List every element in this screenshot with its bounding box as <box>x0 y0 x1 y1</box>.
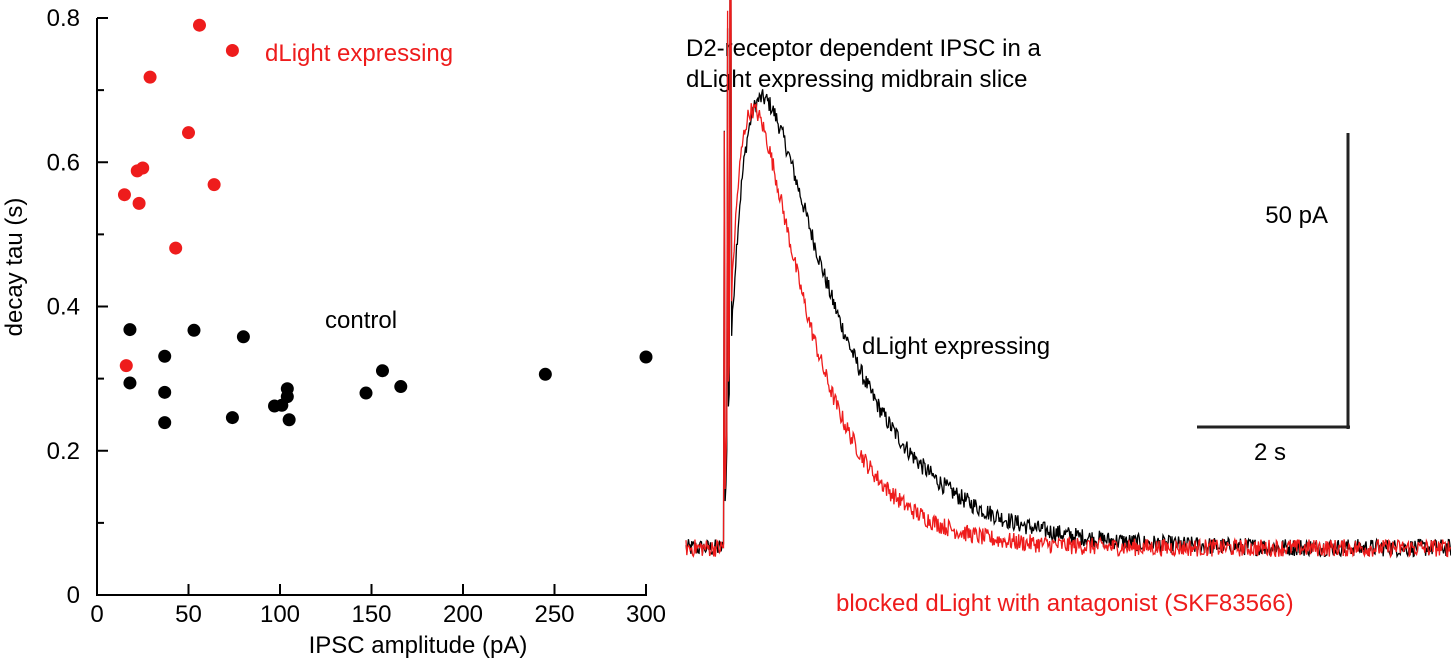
y-tick-label: 0.4 <box>47 294 80 321</box>
point-dlight-expressing <box>119 359 133 373</box>
legend-dlight-expressing: dLight expressing <box>265 40 453 67</box>
point-control <box>394 380 408 394</box>
x-tick-label: 50 <box>175 601 202 628</box>
trace-label-blocked-antagonist: blocked dLight with antagonist (SKF83566… <box>836 590 1294 617</box>
point-control <box>359 386 373 400</box>
point-control <box>158 349 172 363</box>
x-axis-label: IPSC amplitude (pA) <box>309 632 528 659</box>
scale-bar-y-label: 50 pA <box>1265 202 1328 229</box>
x-tick-label: 300 <box>626 601 666 628</box>
traces <box>685 0 1451 559</box>
point-dlight-expressing <box>130 164 144 178</box>
scatter-ticks: 0 0.2 0.4 0.6 0.8 0 50 100 150 200 250 300 <box>47 5 666 628</box>
point-dlight-expressing <box>143 70 157 84</box>
point-dlight-expressing <box>192 18 206 32</box>
trace-title-line-1: D2-receptor dependent IPSC in a <box>686 35 1042 62</box>
point-dlight-expressing <box>132 196 146 210</box>
point-control <box>225 411 239 425</box>
point-control <box>123 376 137 390</box>
point-control <box>123 323 137 337</box>
point-control <box>538 367 552 381</box>
scatter-panel: 0 0.2 0.4 0.6 0.8 0 50 100 150 200 250 300 decay ta… <box>1 5 666 659</box>
point-control <box>639 350 653 364</box>
scale-bar-x-label: 2 s <box>1254 439 1286 466</box>
point-control <box>187 323 201 337</box>
x-tick-label: 0 <box>90 601 103 628</box>
point-dlight-expressing <box>169 241 183 255</box>
point-control <box>268 399 282 413</box>
legend-control: control <box>325 307 397 334</box>
trace-panel: D2-receptor dependent IPSC in a dLight e… <box>685 0 1451 617</box>
point-dlight-expressing <box>182 126 195 140</box>
point-dlight-expressing <box>207 178 221 192</box>
trace-title-line-2: dLight expressing midbrain slice <box>686 66 1028 93</box>
scatter-points <box>117 18 653 430</box>
y-tick-label: 0.2 <box>47 438 80 465</box>
point-control <box>282 413 296 427</box>
point-dlight-expressing <box>225 43 239 57</box>
y-axis-label: decay tau (s) <box>1 198 28 337</box>
x-tick-label: 200 <box>443 601 483 628</box>
y-tick-label: 0 <box>67 582 80 609</box>
point-control <box>236 330 250 344</box>
x-tick-label: 250 <box>534 601 574 628</box>
x-tick-label: 150 <box>351 601 391 628</box>
point-control <box>158 416 172 430</box>
trace-label-dlight-expressing: dLight expressing <box>862 333 1050 360</box>
y-tick-label: 0.8 <box>47 5 80 32</box>
point-control <box>158 385 172 399</box>
scale-bar: 50 pA 2 s <box>1197 133 1350 466</box>
point-dlight-expressing <box>117 188 131 202</box>
y-tick-label: 0.6 <box>47 149 80 176</box>
point-control <box>375 364 389 378</box>
trace-blocked-dlight-with-antagonist-skf83566 <box>685 0 1451 559</box>
x-tick-label: 100 <box>260 601 300 628</box>
